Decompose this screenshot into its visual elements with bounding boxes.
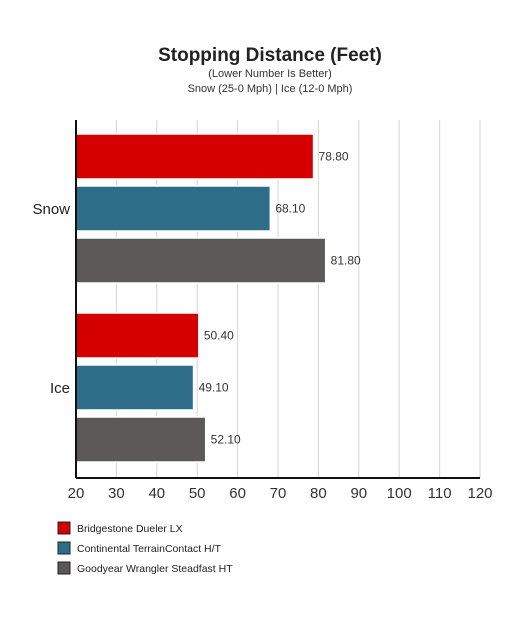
x-tick-label-100: 100	[387, 485, 412, 502]
category-label-ice: Ice	[50, 380, 70, 397]
x-tick-label-20: 20	[68, 485, 85, 502]
legend-swatch-1	[57, 521, 71, 535]
legend-label-3: Goodyear Wrangler Steadfast HT	[77, 563, 233, 575]
bar-snow-series-3	[75, 237, 327, 284]
legend: Bridgestone Dueler LX Continental Terrain…	[57, 521, 233, 575]
data-label-ice-series-3: 52.10	[211, 433, 241, 447]
data-labels: 78.80 68.10 81.80 50.40 49.10 52.10	[199, 150, 361, 447]
category-labels: Snow Ice	[32, 201, 70, 397]
legend-label-2: Continental TerrainContact H/T	[77, 543, 222, 555]
bar-snow-series-1	[75, 133, 315, 180]
category-label-snow: Snow	[32, 201, 70, 218]
x-tick-label-120: 120	[467, 485, 492, 502]
x-tick-labels: 20 30 40 50 60 70 80 90 100 110 120	[68, 485, 493, 502]
x-tick-label-90: 90	[350, 485, 367, 502]
bar-snow-series-2	[75, 185, 272, 232]
data-label-ice-series-1: 50.40	[204, 329, 234, 343]
data-label-snow-series-1: 78.80	[319, 150, 349, 164]
x-tick-label-80: 80	[310, 485, 327, 502]
x-tick-label-50: 50	[189, 485, 206, 502]
data-label-snow-series-2: 68.10	[275, 202, 305, 216]
data-label-ice-series-2: 49.10	[199, 381, 229, 395]
bar-ice-series-3	[75, 416, 207, 463]
chart-title: Stopping Distance (Feet)	[158, 45, 382, 66]
data-label-snow-series-3: 81.80	[331, 254, 361, 268]
x-tick-label-110: 110	[428, 485, 452, 502]
bar-ice-series-2	[75, 364, 195, 411]
chart-subtitle-line-1: (Lower Number Is Better)	[208, 68, 331, 80]
legend-label-1: Bridgestone Dueler LX	[77, 523, 183, 535]
bar-ice-series-1	[75, 312, 200, 359]
x-tick-label-70: 70	[270, 485, 287, 502]
legend-swatch-2	[57, 541, 71, 555]
x-tick-label-30: 30	[108, 485, 125, 502]
chart-subtitle-line-2: Snow (25-0 Mph) | Ice (12-0 Mph)	[188, 83, 353, 95]
legend-swatch-3	[57, 561, 71, 575]
x-tick-label-40: 40	[148, 485, 165, 502]
axes	[75, 120, 480, 479]
bars	[75, 133, 327, 463]
x-tick-label-60: 60	[229, 485, 246, 502]
